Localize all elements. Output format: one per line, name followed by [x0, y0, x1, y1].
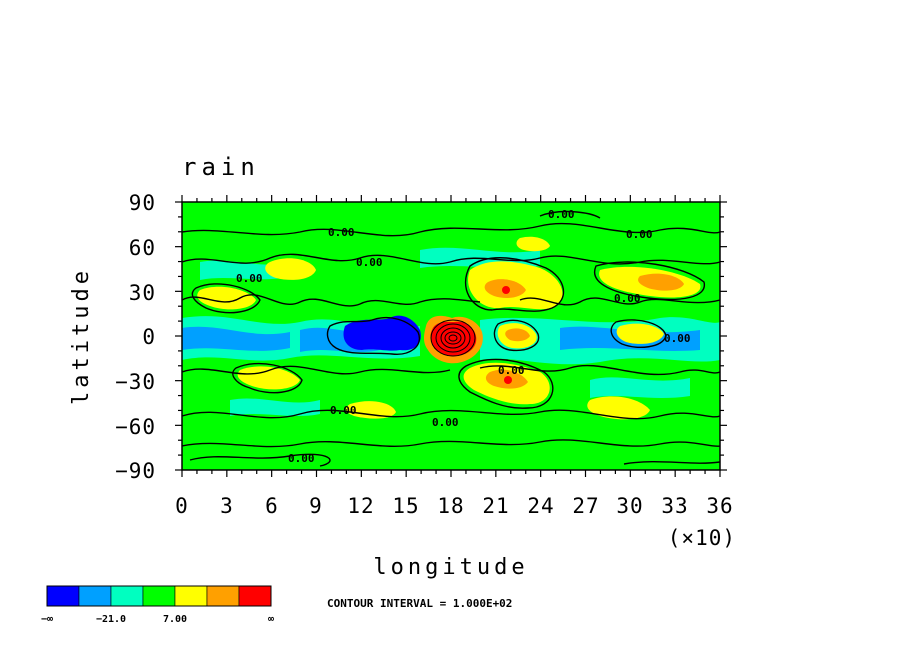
yellow-patch-w — [197, 286, 256, 310]
y-tick-label: 60 — [129, 236, 156, 260]
y-tick-label: −30 — [115, 370, 156, 394]
colorbar-label: −21.0 — [96, 614, 126, 625]
colorbar-swatch — [142, 585, 176, 607]
orange-patch-eq — [505, 328, 530, 342]
contour-labels: 0.00 0.00 0.00 0.00 0.00 0.00 0.00 0.00 … — [236, 208, 691, 465]
colorbar-label: 7.00 — [163, 614, 187, 625]
yellow-patch-nw — [265, 258, 316, 280]
contour-label: 0.00 — [626, 228, 653, 241]
contour-label: 0.00 — [330, 404, 357, 417]
x-tick-label: 36 — [706, 494, 733, 518]
yellow-patch-n — [516, 236, 550, 252]
contour-interval-text: CONTOUR INTERVAL = 1.000E+02 — [327, 597, 512, 610]
contour-line-n80 — [539, 210, 601, 219]
contour-line-s70 — [182, 439, 720, 448]
contour-yellow-eq — [493, 319, 540, 352]
contour-yellow-w — [191, 283, 261, 314]
max-contour-3 — [440, 327, 466, 349]
contour-label: 0.00 — [356, 256, 383, 269]
colorbar — [46, 585, 272, 607]
x-tick-label: 15 — [392, 494, 419, 518]
y-tick-label: 90 — [129, 191, 156, 215]
x-axis-title: longitude — [373, 555, 528, 580]
red-spot-ne — [502, 286, 510, 294]
blue-minimum — [343, 315, 421, 351]
y-tick-labels: 90 60 30 0 −30 −60 −90 — [115, 191, 156, 483]
contour-line-s50 — [182, 409, 720, 420]
contour-line-n20-east — [519, 297, 720, 306]
contour-line-s20-west — [182, 365, 451, 375]
contour-line-s85 — [623, 460, 720, 465]
x-tick-label: 21 — [482, 494, 509, 518]
contour-yellow-sw — [232, 362, 303, 394]
x-tick-label: 30 — [616, 494, 643, 518]
contour-lines — [182, 210, 720, 467]
y-tick-label: 30 — [129, 281, 156, 305]
colorbar-swatch — [206, 585, 240, 607]
x-tick-label: 9 — [309, 494, 323, 518]
contour-line-s20-east — [479, 364, 720, 376]
y-tick-label: −90 — [115, 459, 156, 483]
contour-label: 0.00 — [498, 364, 525, 377]
contour-label: 0.00 — [548, 208, 575, 221]
contour-line-n20-west — [182, 294, 481, 307]
yellow-patch-se2 — [587, 396, 650, 420]
x-tick-label: 12 — [347, 494, 374, 518]
contour-label: 0.00 — [432, 416, 459, 429]
contour-label: 0.00 — [328, 226, 355, 239]
tick-marks — [175, 195, 727, 477]
y-tick-label: 0 — [142, 325, 156, 349]
colorbar-swatch — [110, 585, 144, 607]
yellow-patch-e — [616, 323, 664, 344]
max-contour-5 — [448, 334, 458, 342]
yellow-patch-s — [345, 401, 396, 419]
y-tick-label: −60 — [115, 415, 156, 439]
contour-label: 0.00 — [236, 272, 263, 285]
max-contour-2 — [435, 323, 471, 353]
colorbar-label: −∞ — [41, 614, 53, 625]
x-tick-label: 18 — [437, 494, 464, 518]
max-contour-4 — [444, 331, 462, 345]
red-spot-se — [504, 376, 512, 384]
contour-label: 0.00 — [664, 332, 691, 345]
contour-line-s80 — [189, 453, 331, 467]
contour-line-n60 — [182, 222, 720, 237]
contour-yellow-se — [458, 358, 554, 409]
contour-label: 0.00 — [288, 452, 315, 465]
x-tick-label: 33 — [661, 494, 688, 518]
contour-blue-minimum — [326, 316, 421, 355]
colorbar-label: ∞ — [268, 614, 274, 625]
yellow-patch-sw — [237, 366, 300, 390]
contour-yellow-ne2 — [593, 261, 705, 301]
contour-yellow-e — [610, 319, 667, 348]
contour-label: 0.00 — [614, 292, 641, 305]
x-tick-label: 0 — [175, 494, 189, 518]
lightblue-band-1 — [182, 326, 290, 351]
field-blobs — [182, 236, 720, 420]
contour-yellow-ne — [464, 257, 565, 312]
plot-title: rain — [182, 153, 260, 181]
orange-patch-ne2 — [638, 273, 684, 291]
max-contour-1 — [430, 319, 476, 357]
x-tick-label: 27 — [572, 494, 599, 518]
x-tick-labels: 0 3 6 9 12 15 18 21 24 27 30 33 36 — [175, 494, 733, 518]
cyan-patch-s1 — [590, 377, 690, 398]
x-tick-label: 3 — [220, 494, 234, 518]
colorbar-swatch — [78, 585, 112, 607]
x-tick-label: 6 — [265, 494, 279, 518]
cyan-patch-s2 — [230, 398, 320, 416]
colorbar-swatch — [238, 585, 272, 607]
colorbar-swatch — [46, 585, 80, 607]
colorbar-frame — [46, 585, 272, 607]
maximum-contours — [430, 319, 476, 357]
colorbar-swatch — [174, 585, 208, 607]
x-tick-label: 24 — [527, 494, 554, 518]
x-multiplier-label: (×10) — [668, 526, 736, 550]
colorbar-labels: −∞ −21.0 7.00 ∞ — [41, 614, 274, 625]
y-axis-title: latitude — [69, 267, 94, 405]
